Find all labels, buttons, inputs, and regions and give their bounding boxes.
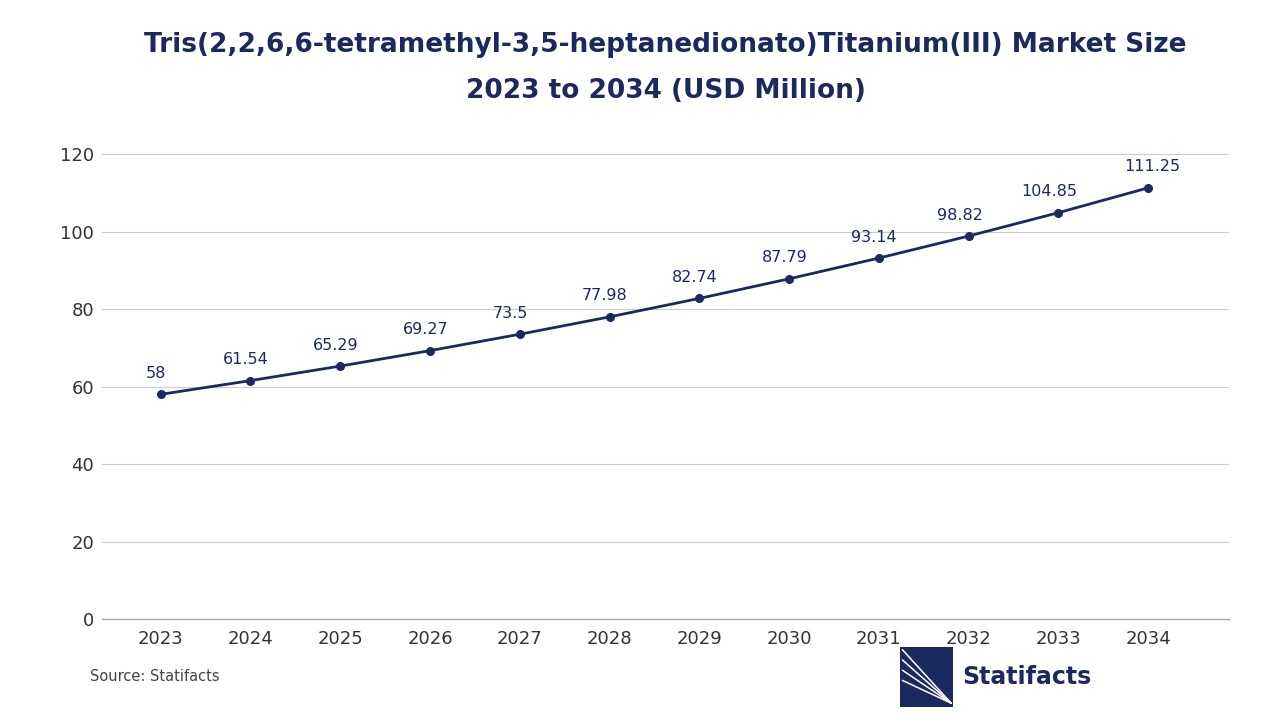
- Text: Tris(2,2,6,6-tetramethyl-3,5-heptanedionato)Titanium(III) Market Size: Tris(2,2,6,6-tetramethyl-3,5-heptanedion…: [145, 32, 1187, 58]
- Text: 61.54: 61.54: [223, 352, 269, 367]
- Text: 111.25: 111.25: [1124, 159, 1180, 174]
- Text: 73.5: 73.5: [493, 306, 529, 320]
- Text: 87.79: 87.79: [762, 251, 808, 265]
- Text: 2023 to 2034 (USD Million): 2023 to 2034 (USD Million): [466, 78, 865, 104]
- Text: 69.27: 69.27: [403, 322, 448, 337]
- FancyBboxPatch shape: [900, 647, 954, 707]
- Text: 93.14: 93.14: [851, 230, 897, 245]
- Text: Statifacts: Statifacts: [963, 665, 1092, 689]
- Text: 82.74: 82.74: [672, 270, 718, 285]
- Text: 77.98: 77.98: [582, 288, 628, 303]
- Text: Source: Statifacts: Source: Statifacts: [90, 669, 219, 684]
- Text: 104.85: 104.85: [1021, 184, 1078, 199]
- Text: 65.29: 65.29: [312, 338, 358, 353]
- Text: 98.82: 98.82: [937, 207, 983, 222]
- Text: 58: 58: [146, 366, 166, 381]
